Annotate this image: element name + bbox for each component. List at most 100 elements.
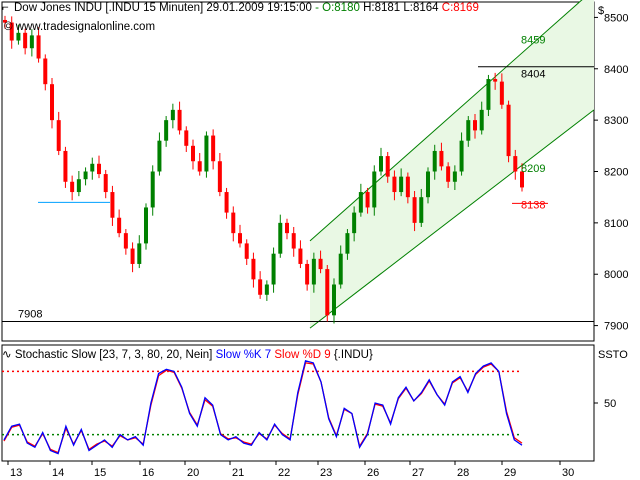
candle-body (392, 176, 397, 193)
candle-body (164, 120, 169, 141)
x-tick-label: 21 (232, 467, 244, 479)
candle-body (452, 171, 457, 182)
candle-body (9, 22, 14, 41)
website-link[interactable]: www.tradesignalonline.com (15, 21, 156, 33)
candle-body (412, 197, 417, 223)
candle-body (244, 243, 249, 259)
candle-body (358, 192, 363, 213)
candle-body (224, 192, 229, 213)
candle-body (83, 171, 88, 180)
candle-body (493, 79, 498, 82)
candle-body (345, 233, 350, 254)
x-tick-label: 22 (278, 467, 290, 479)
level-label-8459: 8459 (521, 34, 545, 46)
candle-body (332, 284, 336, 316)
header-datetime: 29.01.2009 19:15:00 (206, 2, 312, 14)
stochastic-icon: ∿ (2, 349, 12, 361)
legend-k: Slow %K 7 (215, 349, 272, 361)
candle-body (76, 179, 81, 193)
candle-body (97, 163, 101, 175)
copyright-icon: © (4, 21, 13, 33)
price-tick-label: 8100 (604, 218, 628, 230)
candle-body (486, 79, 491, 110)
stochastic-header: ∿ Stochastic Slow [23, 7, 3, 80, 20, Nei… (2, 347, 373, 361)
price-tick-label: 8200 (604, 167, 628, 179)
stoch-tick-label: 50 (604, 398, 616, 410)
candle-body (157, 140, 162, 172)
candle-body (56, 120, 61, 151)
axes: 8500 8400 8300 8200 8100 8000 7900 $13 14 15 16 20 2… (7, 5, 628, 479)
x-tick-label: 26 (367, 467, 379, 479)
candle-body (144, 207, 148, 244)
candle-body (130, 248, 135, 264)
candle-body (311, 258, 316, 285)
candle-body (419, 197, 424, 223)
header-close: C:8169 (441, 2, 479, 14)
candle-body (29, 35, 34, 49)
candle-body (399, 176, 404, 193)
x-tick-label: 13 (10, 467, 22, 479)
candle-body (439, 150, 444, 167)
header-title: Dow Jones INDU [.INDU 15 Minuten] (14, 2, 204, 14)
candle-body (36, 35, 41, 59)
candle-body (318, 258, 323, 270)
candle-body (499, 81, 504, 105)
candle-body (352, 212, 357, 234)
candle-body (23, 32, 28, 49)
candle-body (278, 222, 283, 254)
stochastic-panel (2, 359, 523, 455)
candle-body (117, 217, 122, 234)
candle-body (63, 150, 68, 182)
candle-body (50, 84, 54, 121)
level-label-7908: 7908 (18, 308, 42, 320)
header-low: L:8164 (403, 2, 439, 14)
candle-body (150, 171, 155, 208)
candle-body (211, 135, 216, 162)
legend-symbol: {.INDU} (333, 349, 373, 361)
candle-body (459, 140, 464, 172)
x-tick-label: 20 (187, 467, 199, 479)
candle-body (177, 109, 182, 131)
candle-body (264, 284, 269, 295)
candle-body (298, 248, 303, 264)
candle-body (365, 192, 370, 208)
price-tick-label: 8300 (604, 115, 628, 127)
channel-fill (310, 0, 594, 329)
candle-body (385, 156, 390, 177)
candle-body (184, 130, 189, 146)
header-open: - O:8180 (315, 2, 360, 14)
candle-body (466, 120, 471, 141)
candle-body (197, 161, 202, 172)
candle-body (123, 233, 128, 249)
x-tick-label: 14 (52, 467, 64, 479)
candle-body (305, 263, 310, 285)
currency-label: $ (598, 5, 604, 17)
price-tick-label: 8500 (604, 12, 628, 24)
stochastic-title: Stochastic Slow [23, 7, 3, 80, 20, Nein] (14, 349, 213, 361)
price-tick-label: 7900 (604, 321, 628, 333)
chart-header: ⌐ Dow Jones INDU [.INDU 15 Minuten] 29.01… (0, 2, 479, 17)
candle-body (103, 174, 108, 193)
x-tick-label: 30 (562, 467, 574, 479)
candle-body (43, 58, 48, 85)
x-tick-label: 16 (142, 467, 154, 479)
candle-body (204, 135, 209, 172)
candle-body (325, 269, 330, 316)
candle-body (426, 171, 430, 198)
price-panel: 8459 8404 8209 8138 7908 (2, 0, 595, 329)
candle-body (110, 192, 115, 218)
legend-d: Slow %D 9 (274, 349, 331, 361)
candle-body (231, 212, 236, 234)
candle-body (170, 109, 175, 121)
pin-icon[interactable]: ⌐ (2, 2, 9, 14)
candle-body (479, 109, 484, 131)
candle-body (473, 120, 477, 131)
candle-body (271, 253, 276, 285)
candle-body (405, 176, 410, 198)
candle-body (251, 258, 256, 280)
candle-body (338, 253, 343, 285)
candle-body (285, 222, 289, 234)
candle-body (191, 145, 195, 162)
x-tick-label: 27 (412, 467, 424, 479)
